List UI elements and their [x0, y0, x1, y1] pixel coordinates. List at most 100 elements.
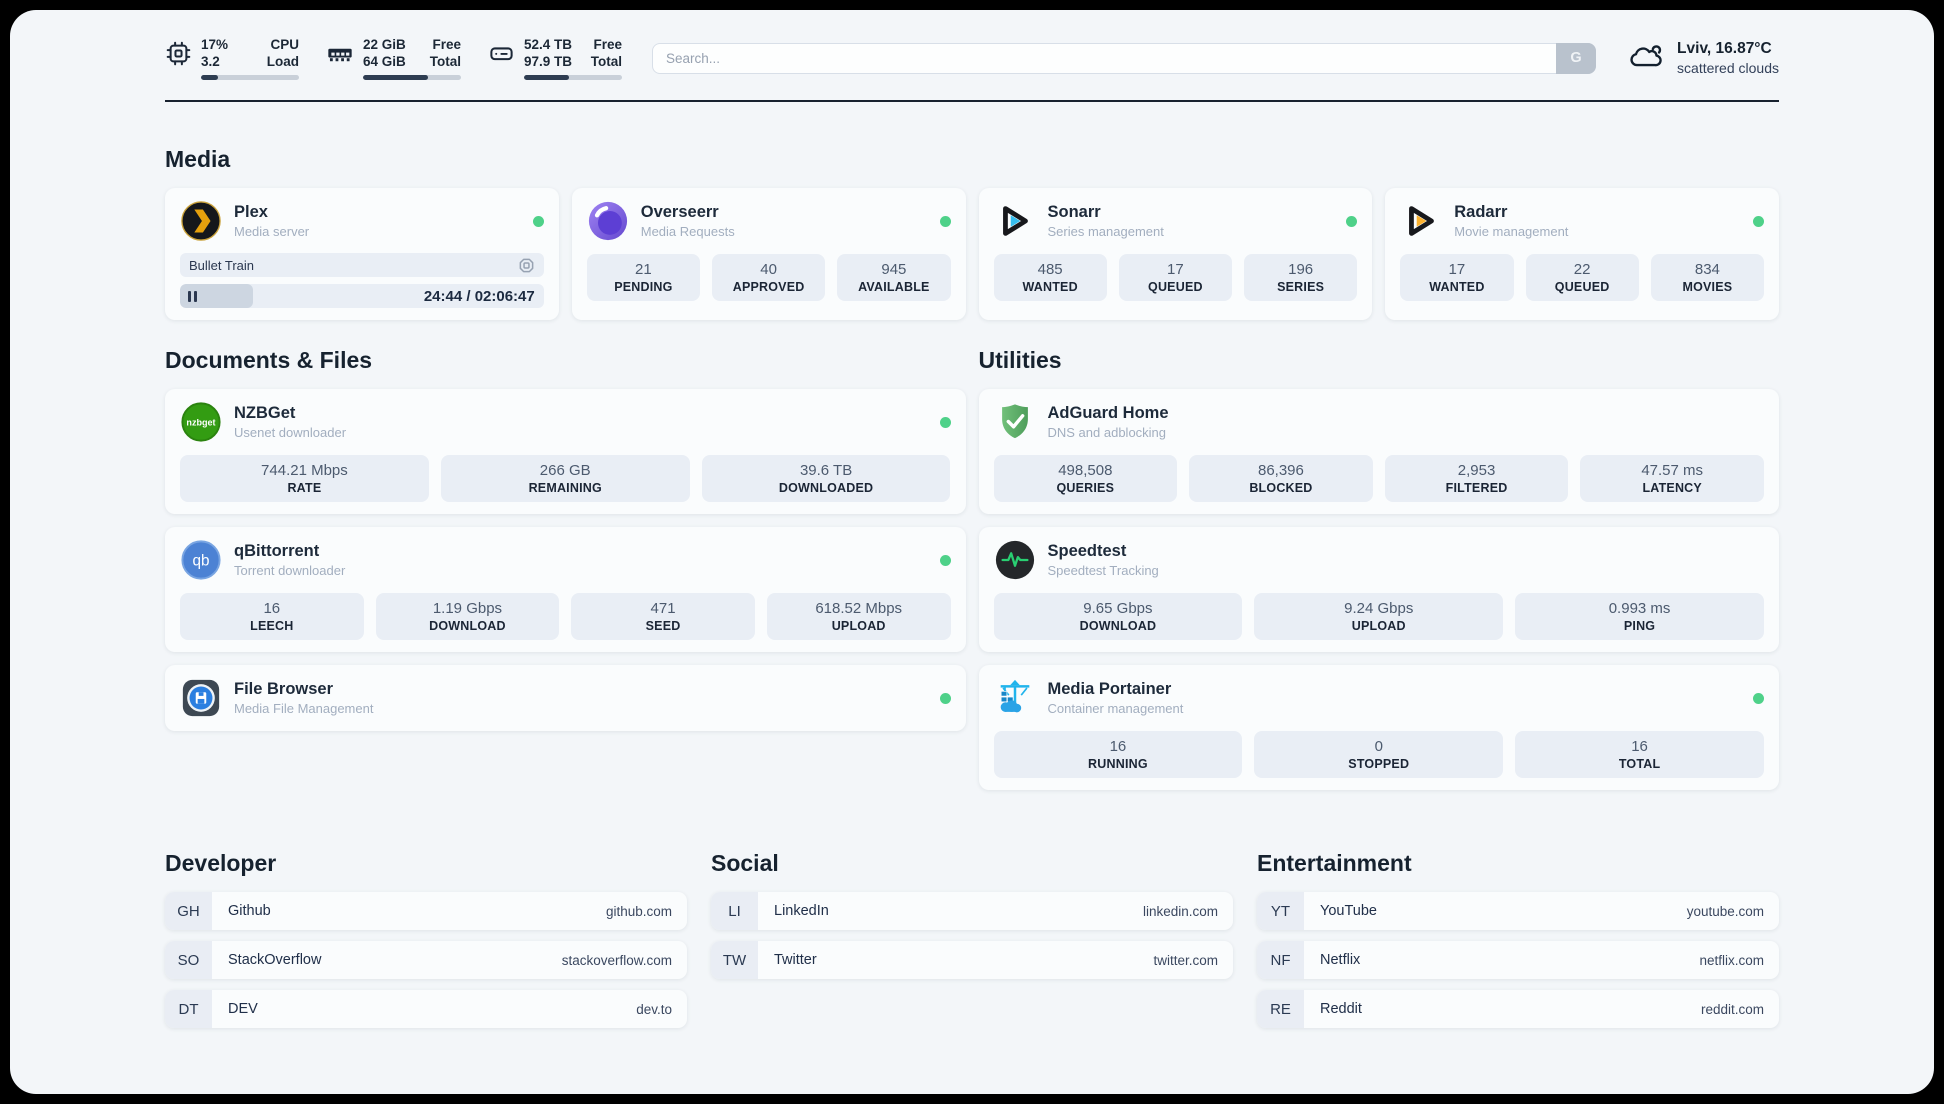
memory-free-value: 22 GiB [363, 37, 406, 52]
app-desc: Torrent downloader [234, 563, 346, 578]
memory-usage-fill [363, 75, 428, 80]
disk-icon [488, 40, 515, 72]
cpu-icon [165, 40, 192, 72]
section-title-media: Media [165, 146, 231, 172]
stat-approved: 40 APPROVED [712, 254, 826, 301]
camera-icon[interactable] [518, 257, 535, 274]
disk-widget: 52.4 TB 97.9 TB Free Total [488, 36, 622, 80]
stat-filtered: 2,953 FILTERED [1384, 455, 1569, 502]
stat-wanted: 17 WANTED [1400, 254, 1514, 301]
bookmark-twitter[interactable]: TW Twitter twitter.com [711, 941, 1233, 979]
app-card-sonarr[interactable]: Sonarr Series management 485 WANTED 17 Q… [978, 188, 1373, 320]
stat-queued: 22 QUEUED [1525, 254, 1639, 301]
stat-ping: 0.993 ms PING [1515, 593, 1764, 640]
disk-free-label: Free [593, 37, 622, 52]
bookmark-url: youtube.com [1686, 903, 1764, 919]
app-desc: Media server [234, 224, 310, 239]
weather-condition: scattered clouds [1677, 60, 1779, 76]
disk-free-value: 52.4 TB [524, 37, 573, 52]
online-status-dot [939, 215, 951, 227]
bookmark-abbr: RE [1257, 990, 1304, 1028]
bookmark-linkedin[interactable]: LI LinkedIn linkedin.com [711, 892, 1233, 930]
svg-text:qb: qb [193, 552, 210, 569]
nzbget-icon: nzbget [180, 401, 222, 443]
bookmark-name: StackOverflow [228, 952, 322, 968]
stat-queries: 498,508 QUERIES [993, 455, 1178, 502]
bookmark-url: twitter.com [1153, 952, 1218, 968]
stat-download: 9.65 Gbps DOWNLOAD [993, 593, 1243, 640]
app-card-adguard[interactable]: AdGuard Home DNS and adblocking 498,508 … [978, 389, 1779, 514]
pause-icon[interactable] [188, 290, 197, 302]
cpu-usage-bar [201, 75, 299, 80]
online-status-dot [1753, 215, 1764, 227]
stat-latency: 47.57 ms LATENCY [1580, 455, 1764, 502]
memory-total-label: Total [429, 54, 461, 69]
app-card-qbittorrent[interactable]: qb qBittorrent Torrent downloader 16 LEE… [165, 527, 966, 652]
memory-usage-bar [363, 75, 461, 80]
app-card-filebrowser[interactable]: File Browser Media File Management [165, 665, 966, 731]
bookmark-name: DEV [228, 1001, 258, 1017]
bookmark-stackoverflow[interactable]: SO StackOverflow stackoverflow.com [165, 941, 687, 979]
app-desc: Container management [1047, 701, 1184, 716]
app-card-portainer[interactable]: Media Portainer Container management 16 … [978, 665, 1779, 790]
app-name: Sonarr [1047, 203, 1101, 221]
disk-total-label: Total [590, 54, 622, 69]
section-title-entertainment: Entertainment [1257, 850, 1412, 876]
app-card-radarr[interactable]: Radarr Movie management 17 WANTED 22 QUE… [1385, 188, 1779, 320]
bookmark-reddit[interactable]: RE Reddit reddit.com [1257, 990, 1779, 1028]
disk-total-value: 97.9 TB [524, 54, 573, 69]
bookmark-abbr: YT [1257, 892, 1304, 930]
online-status-dot [1346, 215, 1358, 227]
online-status-dot [939, 416, 951, 428]
online-status-dot [939, 692, 951, 704]
online-status-dot [1753, 692, 1764, 704]
stat-upload: 618.52 Mbps UPLOAD [766, 593, 951, 640]
bookmark-group-social: Social LI LinkedIn linkedin.com TW Twitt… [711, 850, 1233, 1028]
bookmark-github[interactable]: GH Github github.com [165, 892, 687, 930]
search-engine-button[interactable]: G [1556, 42, 1597, 74]
app-desc: Movie management [1454, 224, 1569, 239]
bookmark-url: dev.to [636, 1001, 672, 1017]
stat-leech: 16 LEECH [180, 593, 364, 640]
weather-location-temp: Lviv, 16.87°C [1677, 40, 1772, 57]
stat-wanted: 485 WANTED [993, 254, 1107, 301]
bookmark-dev[interactable]: DT DEV dev.to [165, 990, 687, 1028]
app-card-plex[interactable]: Plex Media server Bullet Train 24 [165, 188, 559, 320]
filebrowser-icon [180, 677, 222, 719]
search-bar: G [652, 42, 1597, 74]
app-name: NZBGet [234, 404, 296, 422]
app-card-overseerr[interactable]: Overseerr Media Requests 21 PENDING 40 A… [571, 188, 966, 320]
app-card-nzbget[interactable]: nzbget NZBGet Usenet downloader 744.21 M… [165, 389, 966, 514]
app-desc: Speedtest Tracking [1047, 563, 1159, 578]
app-desc: Series management [1047, 224, 1164, 239]
stat-blocked: 86,396 BLOCKED [1189, 455, 1373, 502]
header-divider [165, 100, 1779, 102]
stat-series: 196 SERIES [1244, 254, 1358, 301]
bookmark-name: Github [228, 903, 271, 919]
now-playing-title: Bullet Train [189, 257, 255, 273]
bookmark-abbr: LI [711, 892, 758, 930]
disk-usage-fill [524, 75, 570, 80]
playback-progress-bar[interactable]: 24:44 / 02:06:47 [180, 284, 544, 308]
stat-seed: 471 SEED [571, 593, 755, 640]
stat-available: 945 AVAILABLE [837, 254, 951, 301]
speedtest-icon [994, 539, 1036, 581]
qbittorrent-icon: qb [180, 539, 222, 581]
app-desc: Usenet downloader [234, 425, 347, 440]
bookmark-netflix[interactable]: NF Netflix netflix.com [1257, 941, 1779, 979]
adguard-icon [994, 401, 1036, 443]
cpu-widget: 17% 3.2 CPU Load [165, 36, 299, 80]
bookmark-name: YouTube [1320, 903, 1377, 919]
bookmark-youtube[interactable]: YT YouTube youtube.com [1257, 892, 1779, 930]
app-card-speedtest[interactable]: Speedtest Speedtest Tracking 9.65 Gbps D… [978, 527, 1779, 652]
memory-total-value: 64 GiB [363, 54, 406, 69]
section-title-documents: Documents & Files [165, 347, 373, 373]
bookmark-abbr: DT [165, 990, 212, 1028]
dashboard-panel: 17% 3.2 CPU Load [10, 10, 1934, 1094]
search-input[interactable] [653, 43, 1596, 73]
bookmark-name: LinkedIn [774, 903, 829, 919]
app-desc: Media File Management [234, 701, 374, 716]
stat-upload: 9.24 Gbps UPLOAD [1254, 593, 1504, 640]
stat-stopped: 0 STOPPED [1254, 731, 1504, 778]
app-name: File Browser [234, 680, 334, 698]
